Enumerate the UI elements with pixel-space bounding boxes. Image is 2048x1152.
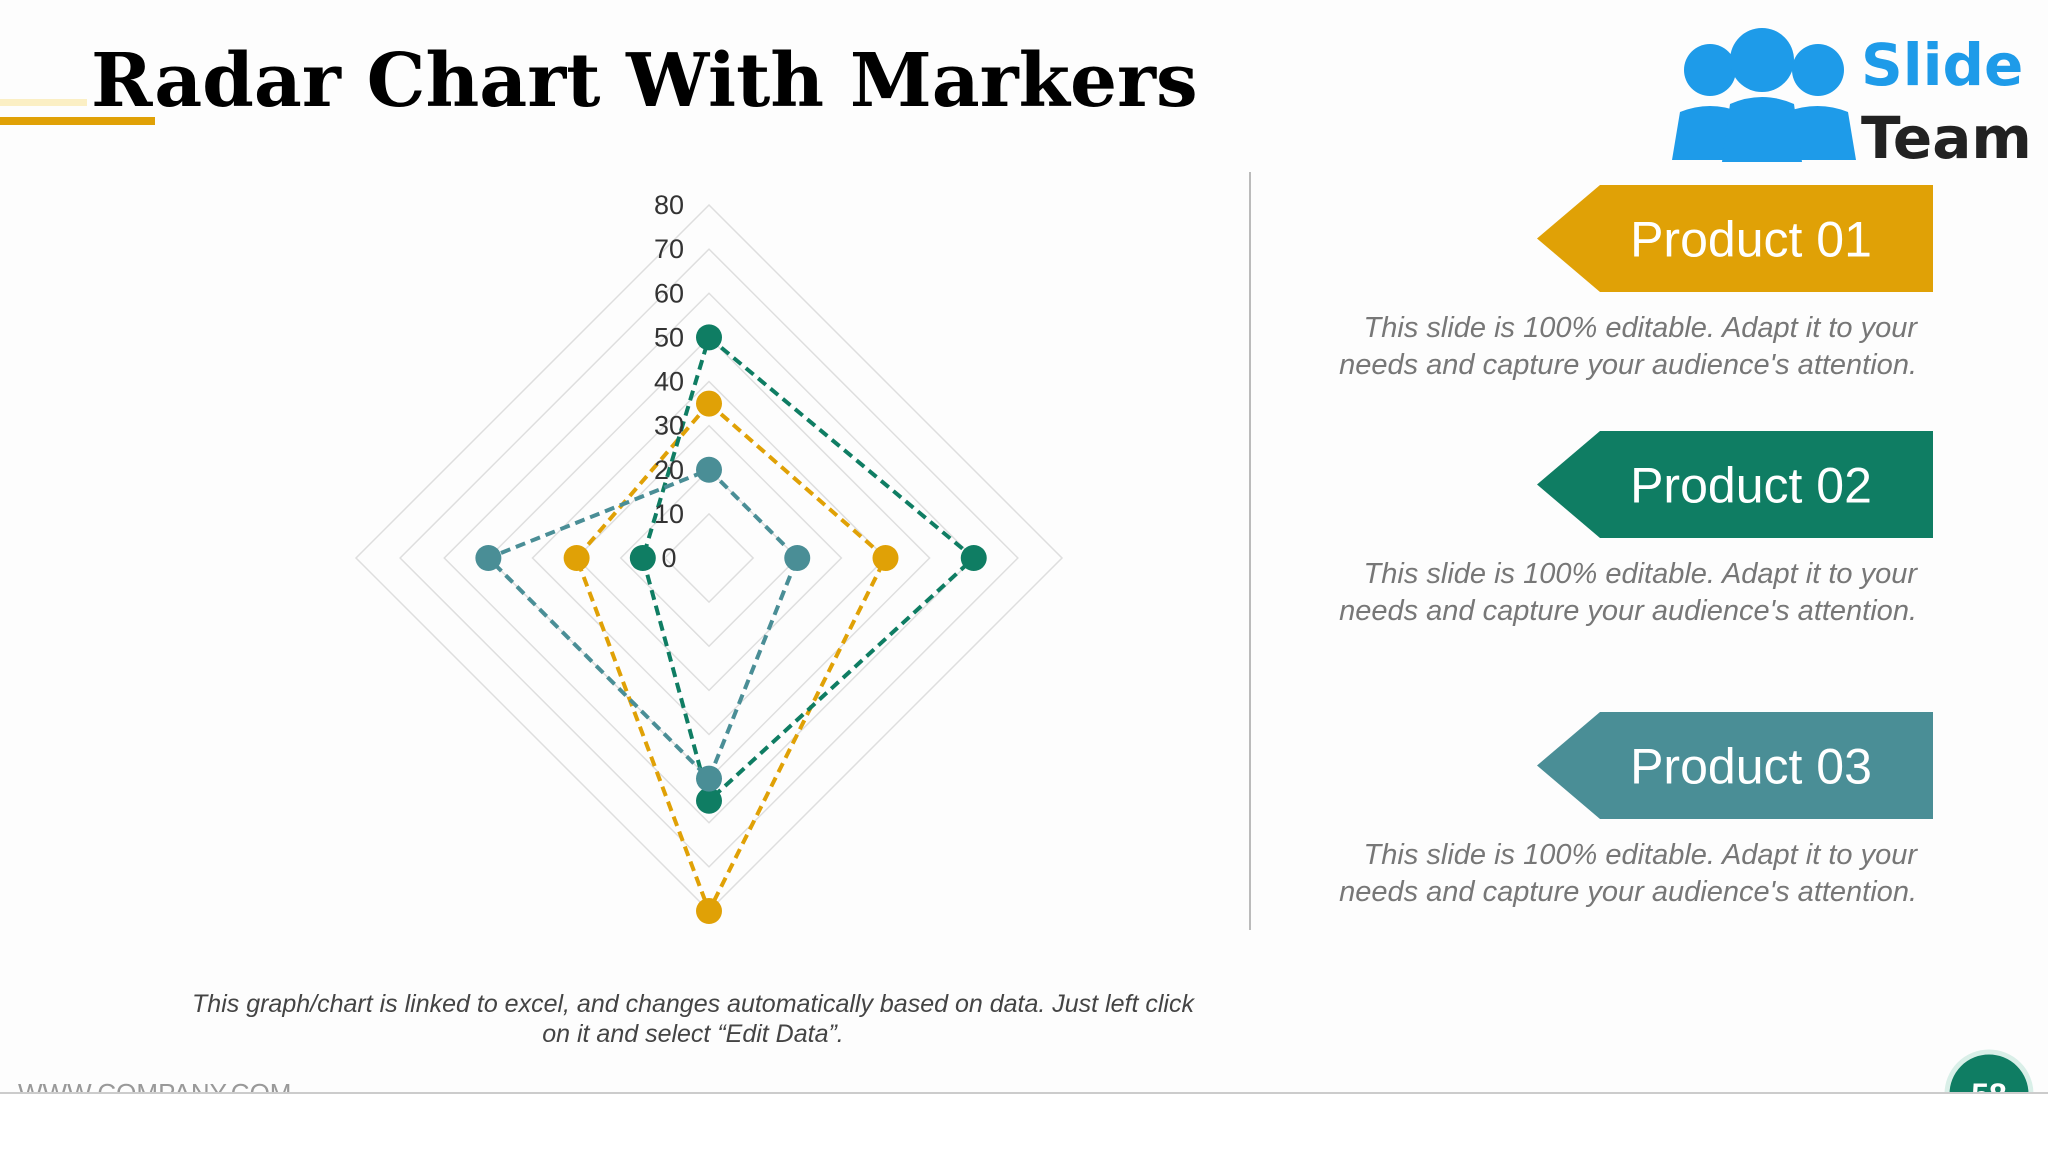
marker bbox=[696, 324, 722, 351]
logo-text: Slide bbox=[1861, 31, 2023, 99]
logo-icon bbox=[1672, 28, 1856, 162]
legend-tag bbox=[1537, 185, 1933, 292]
y-tick-label: 50 bbox=[654, 322, 684, 352]
legend-label: Product 02 bbox=[1630, 458, 1872, 514]
bottom-strip bbox=[0, 1093, 2048, 1152]
y-tick-label: 40 bbox=[654, 367, 684, 397]
marker bbox=[563, 545, 590, 571]
legend-label: Product 03 bbox=[1630, 739, 1872, 795]
description: needs and capture your audience's attent… bbox=[1339, 876, 1917, 908]
series-line bbox=[484, 467, 800, 783]
footnote: This graph/chart is linked to excel, and… bbox=[192, 990, 1195, 1018]
footnote: on it and select “Edit Data”. bbox=[542, 1020, 844, 1048]
legend-label: Product 01 bbox=[1630, 212, 1872, 268]
marker bbox=[872, 545, 899, 571]
marker bbox=[475, 545, 502, 571]
logo-text: Team bbox=[1861, 104, 2032, 172]
grid-line bbox=[663, 512, 755, 604]
y-tick-label: 60 bbox=[654, 278, 684, 308]
description: needs and capture your audience's attent… bbox=[1339, 349, 1917, 381]
radar-chart: 0 10 20 30 40 50 60 70 80 bbox=[354, 190, 1064, 924]
marker bbox=[696, 787, 722, 814]
legend-tag bbox=[1537, 431, 1933, 538]
description: This slide is 100% editable. Adapt it to… bbox=[1364, 839, 1919, 871]
grid-line bbox=[399, 248, 1019, 868]
y-tick-label: 30 bbox=[654, 411, 684, 441]
marker bbox=[696, 765, 722, 792]
marker bbox=[696, 898, 722, 924]
y-tick-label: 10 bbox=[654, 499, 684, 529]
legend-tag bbox=[1537, 712, 1933, 819]
grid-line bbox=[575, 424, 843, 692]
y-tick-label: 20 bbox=[654, 455, 684, 485]
marker bbox=[629, 545, 656, 571]
description: This slide is 100% editable. Adapt it to… bbox=[1364, 558, 1919, 590]
marker bbox=[696, 456, 722, 483]
description: needs and capture your audience's attent… bbox=[1339, 595, 1917, 627]
marker bbox=[960, 545, 987, 571]
y-tick-label: 70 bbox=[654, 234, 684, 264]
marker bbox=[696, 390, 722, 417]
accent-bar bbox=[0, 117, 155, 125]
accent-bar-light bbox=[0, 99, 87, 106]
grid-line bbox=[531, 380, 887, 736]
title: Radar Chart With Markers bbox=[91, 38, 1198, 124]
y-tick-label: 80 bbox=[654, 190, 684, 220]
grid-line bbox=[443, 292, 975, 824]
marker bbox=[784, 545, 811, 571]
description: This slide is 100% editable. Adapt it to… bbox=[1364, 312, 1919, 344]
y-tick-label: 0 bbox=[661, 543, 676, 573]
series-line bbox=[640, 333, 977, 805]
legend: Product 01 This slide is 100% editable. A… bbox=[1339, 185, 1933, 908]
